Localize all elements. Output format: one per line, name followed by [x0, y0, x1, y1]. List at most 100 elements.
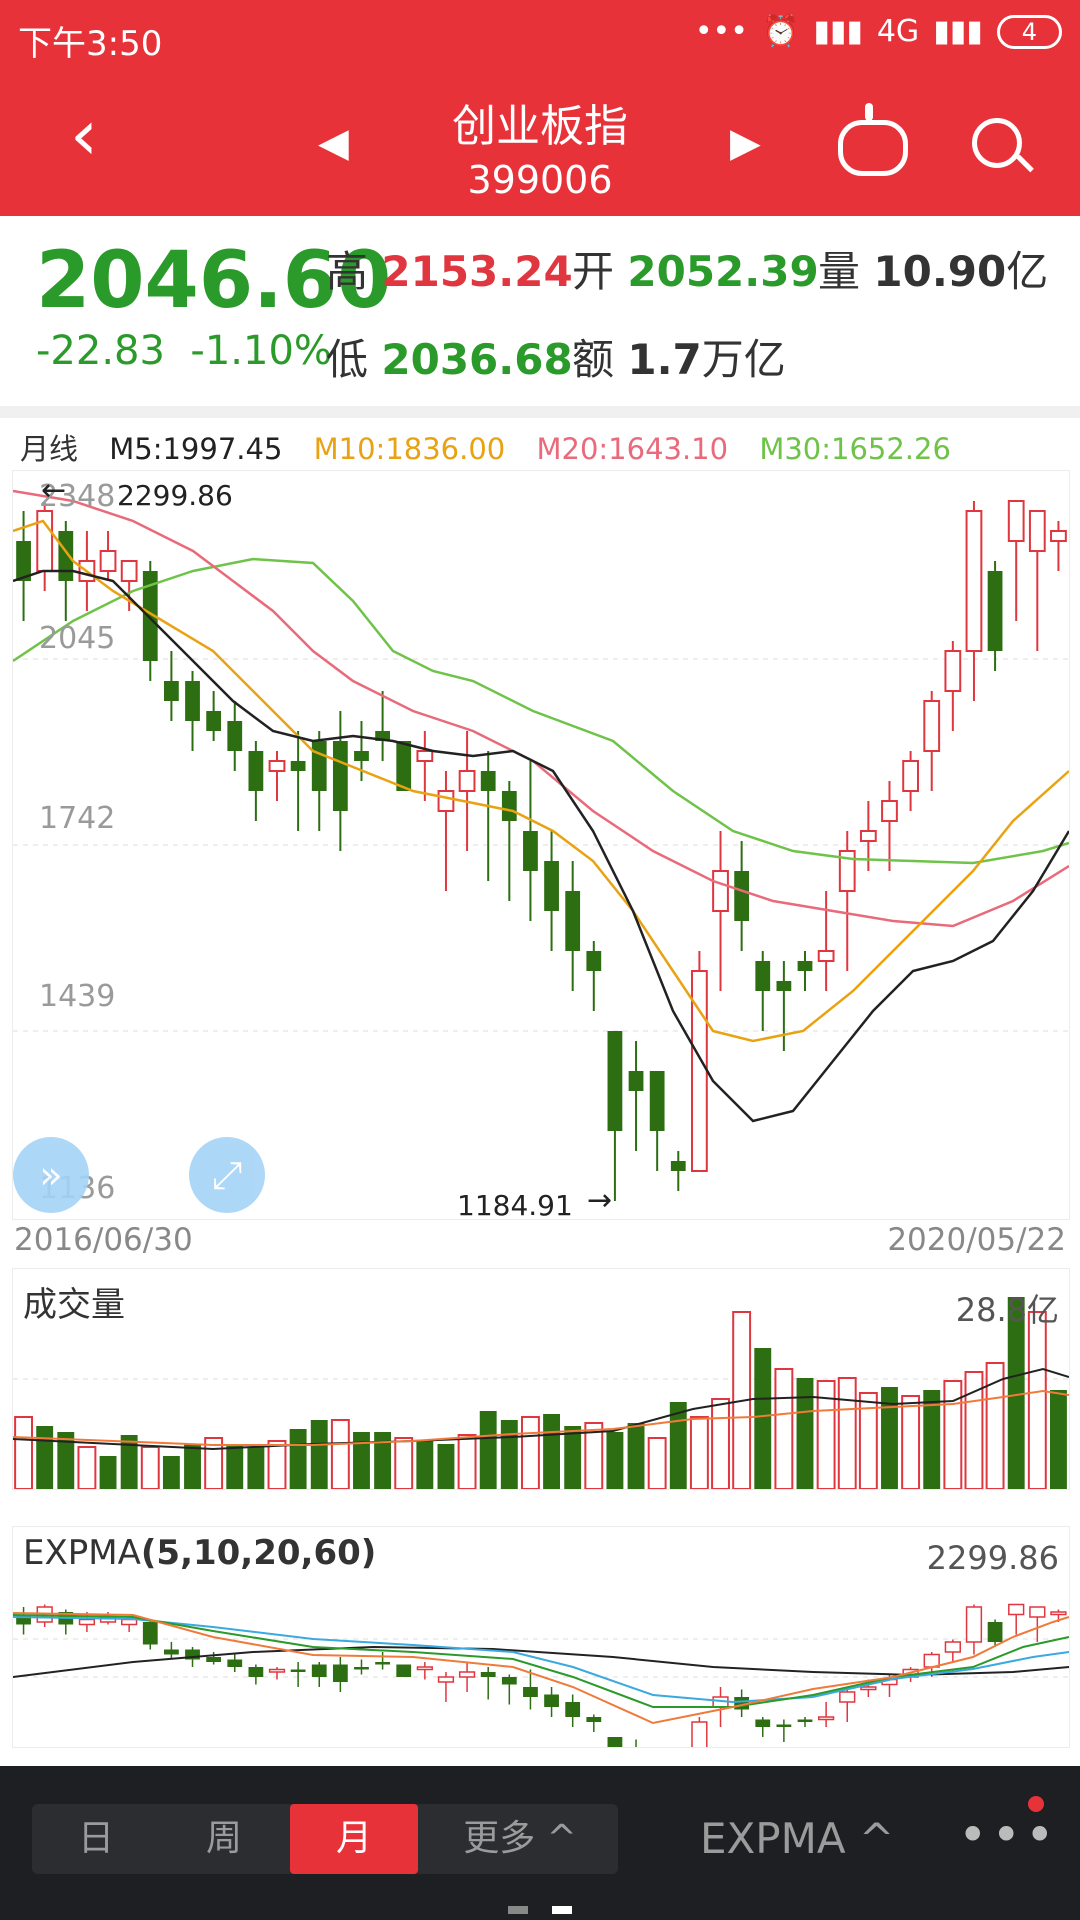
open-cell: 开 2052.39 — [572, 238, 819, 299]
indicator-select-button[interactable]: EXPMA ^ — [700, 1814, 895, 1863]
expma-candle — [311, 1664, 327, 1677]
page-title: 创业板指 — [452, 101, 628, 152]
expma-candle — [375, 1662, 390, 1665]
volume-bar — [140, 1446, 160, 1489]
kline-svg — [13, 489, 1069, 1201]
high-label: 高 — [326, 247, 369, 296]
min-marker: 1184.91 — [457, 1189, 573, 1222]
expma-max: 2299.86 — [926, 1539, 1059, 1577]
volume-bar — [647, 1437, 667, 1489]
volume-title: 成交量 — [23, 1285, 125, 1325]
expma-params: (5,10,20,60) — [140, 1533, 377, 1573]
tab-more[interactable]: 更多 ^ — [463, 1818, 577, 1859]
kline-candle — [965, 510, 983, 652]
volume-bar — [923, 1390, 941, 1489]
fullscreen-icon[interactable]: ⤢ — [189, 1137, 265, 1213]
expma-candle — [1008, 1603, 1025, 1616]
kline-candle — [944, 650, 962, 692]
expma-candle — [332, 1664, 348, 1682]
max-marker: 2299.86 — [117, 479, 233, 512]
expma-candle — [458, 1671, 476, 1678]
alarm-icon: ⏰ — [761, 14, 800, 49]
more-dots-icon[interactable]: ••• — [958, 1806, 1059, 1864]
kline-candle — [902, 760, 919, 792]
volume-bar — [985, 1362, 1005, 1489]
search-icon[interactable] — [972, 118, 1022, 168]
tab-week[interactable]: 周 — [205, 1818, 242, 1859]
volume-bar — [394, 1437, 414, 1489]
expma-candle — [965, 1606, 983, 1643]
robot-icon[interactable] — [838, 103, 908, 176]
expma-candle — [944, 1641, 961, 1653]
kline-candle — [354, 751, 369, 761]
ma30-label: M30:1652.26 — [759, 432, 951, 466]
y-tick-4: 1439 — [39, 979, 116, 1014]
volume-bar — [606, 1432, 624, 1489]
kline-chart[interactable]: 2348 2045 1742 1439 1136 ← 2299.86 1184.… — [12, 470, 1070, 1222]
volume-bar — [310, 1420, 328, 1489]
kline-candle — [1050, 530, 1067, 542]
volume-bar — [564, 1426, 582, 1489]
kline-candle — [16, 541, 31, 581]
expma-candle — [164, 1649, 179, 1655]
kline-candle — [859, 830, 877, 842]
ma-legend: 月线 M5:1997.45 M10:1836.00 M20:1643.10 M3… — [20, 426, 973, 468]
kline-candle — [923, 700, 941, 752]
expma-candle — [1050, 1611, 1067, 1616]
expma-title: EXPMA(5,10,20,60) — [23, 1533, 376, 1573]
kline-candle — [142, 571, 158, 661]
expma-candle — [121, 1618, 138, 1626]
end-date: 2020/05/22 — [887, 1222, 1066, 1258]
volume-bar — [204, 1437, 224, 1489]
volume-bar — [77, 1446, 97, 1489]
period-label: 月线 — [20, 432, 79, 466]
expma-candle — [691, 1721, 708, 1747]
expma-candle — [396, 1664, 412, 1677]
expma-candle — [797, 1719, 813, 1722]
prev-stock-icon[interactable]: ◀ — [318, 120, 349, 166]
kline-candle — [987, 571, 1003, 651]
volume-bar — [437, 1444, 455, 1489]
y-tick-2: 2045 — [39, 621, 116, 656]
ma10-line — [13, 519, 1069, 1043]
expma-chart[interactable]: EXPMA(5,10,20,60) 2299.86 — [12, 1526, 1070, 1748]
kline-candle — [712, 870, 729, 912]
home-indicator-left — [508, 1906, 528, 1914]
volume-bar — [99, 1456, 117, 1489]
volume-chart[interactable]: 成交量 28.8亿 — [12, 1268, 1070, 1490]
volume-bar — [816, 1380, 836, 1489]
volume-bar — [1049, 1390, 1067, 1489]
kline-candle — [290, 761, 306, 771]
kline-candle — [755, 961, 771, 991]
top-bar: 下午3:50 ••• ⏰ ▮▮▮ 4G ▮▮▮ 4 ‹ ◀ ▶ 创业板指 399… — [0, 0, 1080, 216]
expma-candle — [987, 1622, 1003, 1642]
kline-candle — [649, 1071, 665, 1131]
expma-candle — [839, 1691, 856, 1703]
expma-candle — [607, 1737, 623, 1747]
status-time: 下午3:50 — [18, 24, 163, 64]
tab-day[interactable]: 日 — [77, 1818, 114, 1859]
expma-candle — [354, 1667, 369, 1670]
expma20-line — [13, 1616, 1069, 1704]
kline-candle — [544, 861, 559, 911]
change-percent: -1.10% — [190, 328, 332, 374]
next-stock-icon[interactable]: ▶ — [730, 120, 761, 166]
low-label: 低 — [326, 335, 369, 384]
volume-bar — [669, 1402, 687, 1489]
volume-bar — [520, 1416, 540, 1489]
change-value: -22.83 — [36, 328, 165, 374]
kline-candle — [396, 741, 412, 791]
kline-candle — [838, 850, 856, 892]
expand-left-icon[interactable]: » — [13, 1137, 89, 1213]
kline-candle — [375, 731, 390, 741]
kline-candle — [734, 871, 750, 921]
back-icon[interactable]: ‹ — [70, 94, 98, 176]
open-label: 开 — [572, 247, 615, 296]
volume-bar — [754, 1348, 772, 1489]
volume-bar — [1027, 1311, 1047, 1489]
tab-month[interactable]: 月 — [290, 1804, 418, 1874]
high-cell: 高 2153.24 — [326, 238, 573, 299]
volume-unit: 亿 — [1006, 247, 1049, 296]
expma-candle — [16, 1614, 31, 1625]
expma-candle — [586, 1717, 602, 1722]
